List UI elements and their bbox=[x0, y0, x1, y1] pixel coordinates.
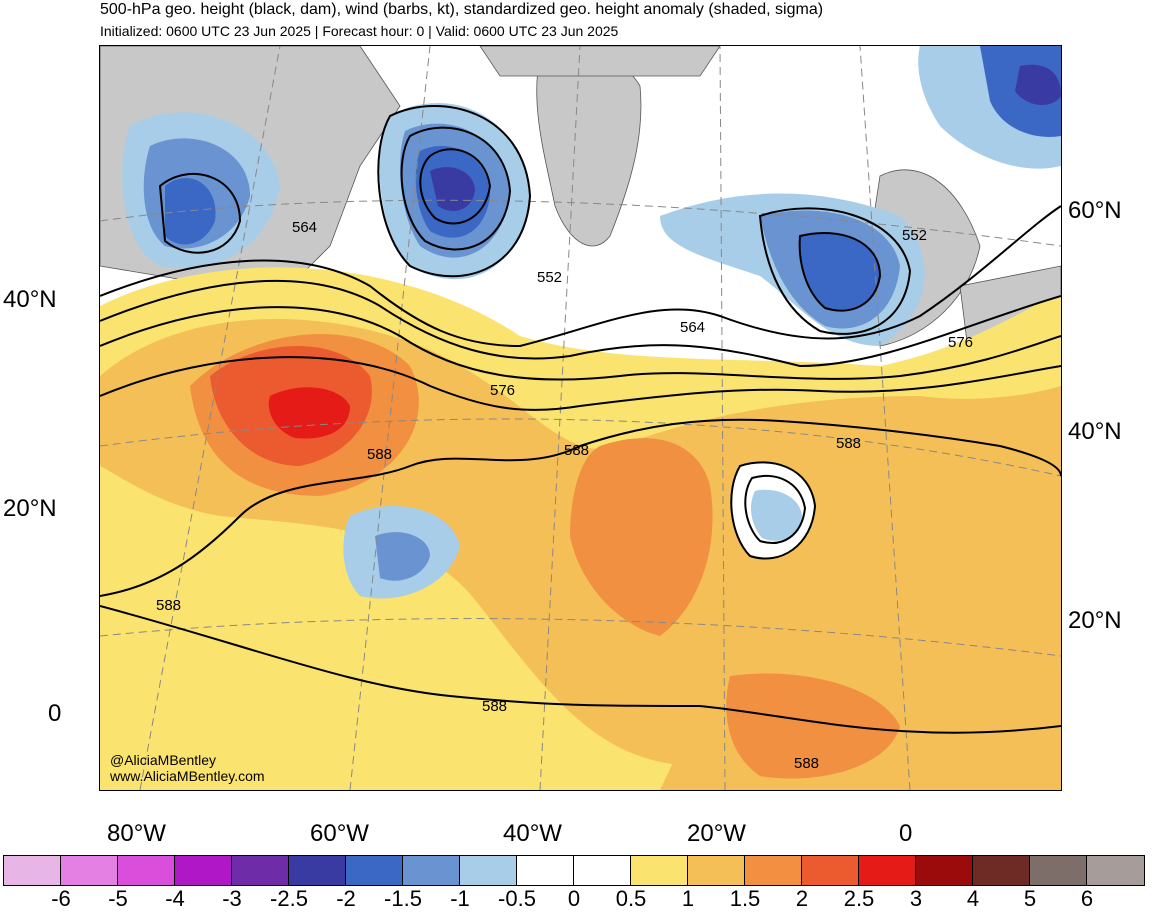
greenland-landmass bbox=[536, 51, 642, 247]
colorbar-tick-label: 5 bbox=[1023, 886, 1037, 911]
contour-label: 552 bbox=[902, 227, 927, 244]
colorbar-tick-label: 0 bbox=[567, 886, 581, 911]
colorbar-cell bbox=[232, 856, 289, 885]
colorbar-cell bbox=[574, 856, 631, 885]
negative-anomaly-northeast-core bbox=[1015, 64, 1061, 106]
contour-label: 588 bbox=[836, 435, 861, 452]
colorbar-tick-label: -2.5 bbox=[270, 886, 308, 911]
colorbar-tick-label: 0.5 bbox=[615, 886, 647, 911]
contour-label: 588 bbox=[794, 755, 819, 772]
colorbar-tick-label: -5 bbox=[108, 886, 128, 911]
colorbar-cell bbox=[916, 856, 973, 885]
contour-label: 564 bbox=[680, 319, 705, 336]
credit-handle: @AliciaMBentley bbox=[110, 752, 217, 768]
contour-label: 588 bbox=[482, 698, 507, 715]
contour-label: 552 bbox=[537, 269, 562, 286]
lon-label: 0 bbox=[899, 820, 913, 847]
lon-label: 60°W bbox=[310, 820, 369, 847]
colorbar-cell bbox=[859, 856, 916, 885]
contour-label: 588 bbox=[156, 597, 181, 614]
contour-label: 576 bbox=[948, 334, 973, 351]
colorbar-tick-label: -6 bbox=[51, 886, 71, 911]
contour-label: 576 bbox=[490, 382, 515, 399]
colorbar-cell bbox=[688, 856, 745, 885]
colorbar-cell bbox=[61, 856, 118, 885]
colorbar-cell bbox=[175, 856, 232, 885]
lat-label-right: 20°N bbox=[1068, 607, 1122, 634]
colorbar-cell bbox=[745, 856, 802, 885]
colorbar-cell bbox=[4, 856, 61, 885]
contour-label: 564 bbox=[292, 219, 317, 236]
anomaly-colorbar bbox=[3, 855, 1145, 886]
lon-label: 20°W bbox=[687, 820, 746, 847]
map-title: 500-hPa geo. height (black, dam), wind (… bbox=[100, 1, 824, 18]
colorbar-tick-label: -4 bbox=[165, 886, 185, 911]
graticule bbox=[100, 46, 1061, 790]
colorbar-tick-label: 6 bbox=[1080, 886, 1094, 911]
contour-label-group: 564 552 552 564 576 576 588 588 588 588 … bbox=[156, 219, 973, 772]
negative-anomaly-subtropics-core bbox=[375, 532, 430, 581]
colorbar-tick-label: 1.5 bbox=[729, 886, 761, 911]
colorbar-tick-label: 4 bbox=[966, 886, 980, 911]
colorbar-cell bbox=[973, 856, 1030, 885]
colorbar-cell bbox=[517, 856, 574, 885]
colorbar-tick-label: -2 bbox=[336, 886, 356, 911]
colorbar-cell bbox=[802, 856, 859, 885]
colorbar-cell bbox=[118, 856, 175, 885]
lat-label-left: 40°N bbox=[3, 286, 57, 313]
colorbar-tick-label: 1 bbox=[681, 886, 695, 911]
map-subtitle: Initialized: 0600 UTC 23 Jun 2025 | Fore… bbox=[100, 23, 619, 39]
anomaly-1p5-sigma-atlantic bbox=[570, 438, 713, 636]
colorbar-tick-label: 3 bbox=[909, 886, 923, 911]
map-canvas: 564 552 552 564 576 576 588 588 588 588 … bbox=[100, 46, 1061, 790]
colorbar-cell bbox=[631, 856, 688, 885]
cutoff-low-anomaly bbox=[750, 489, 802, 541]
colorbar-tick-label: -3 bbox=[222, 886, 242, 911]
colorbar-tick-label: -0.5 bbox=[498, 886, 536, 911]
credit-website: www.AliciaMBentley.com bbox=[110, 768, 265, 784]
colorbar-tick-label: 2.5 bbox=[843, 886, 875, 911]
contour-label: 588 bbox=[564, 442, 589, 459]
lat-label-right: 40°N bbox=[1068, 418, 1122, 445]
negative-anomaly-north-atlantic-core bbox=[799, 232, 880, 311]
negative-anomaly-canada-core bbox=[165, 178, 216, 245]
colorbar-cell bbox=[346, 856, 403, 885]
colorbar-tick-label: -1 bbox=[450, 886, 470, 911]
lon-label: 40°W bbox=[503, 820, 562, 847]
weather-map: 564 552 552 564 576 576 588 588 588 588 … bbox=[99, 45, 1062, 791]
lat-label-left: 0 bbox=[48, 700, 62, 727]
anomaly-2p5-sigma bbox=[268, 387, 350, 439]
lat-label-left: 20°N bbox=[3, 495, 57, 522]
lat-label-right: 60°N bbox=[1068, 197, 1122, 224]
colorbar-tick-label: -1.5 bbox=[384, 886, 422, 911]
arctic-land bbox=[479, 46, 721, 77]
lon-label: 80°W bbox=[107, 820, 166, 847]
colorbar-tick-label: 2 bbox=[795, 886, 809, 911]
colorbar-cell bbox=[1030, 856, 1087, 885]
colorbar-cell bbox=[289, 856, 346, 885]
height-contours bbox=[100, 105, 1061, 734]
colorbar-cell bbox=[1087, 856, 1144, 885]
colorbar-cell bbox=[460, 856, 517, 885]
colorbar-cell bbox=[403, 856, 460, 885]
anomaly-shading bbox=[100, 46, 1061, 790]
anomaly-1p5-sigma-africa bbox=[726, 673, 900, 779]
contour-label: 588 bbox=[367, 446, 392, 463]
